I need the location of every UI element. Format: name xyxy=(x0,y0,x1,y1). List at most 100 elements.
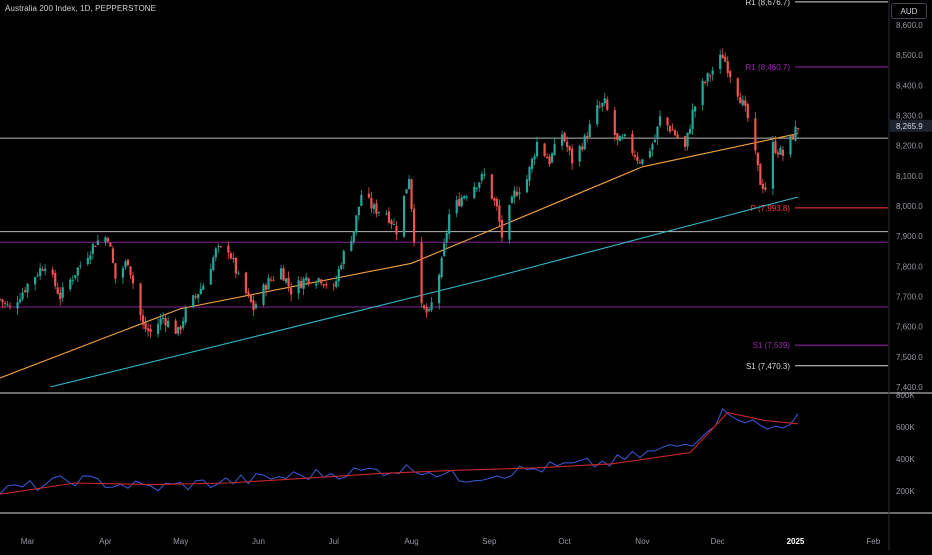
candle-body xyxy=(16,302,19,309)
candle-body xyxy=(651,144,654,150)
candle-body xyxy=(623,134,626,137)
candle-body xyxy=(513,190,516,198)
candle-body xyxy=(688,128,692,134)
candle-body xyxy=(458,198,461,207)
candle-body xyxy=(633,154,636,157)
candle-body xyxy=(267,278,270,290)
candle-body xyxy=(0,299,2,301)
candle-body xyxy=(395,226,398,235)
candle-body xyxy=(317,278,320,282)
currency-badge[interactable]: AUD xyxy=(891,3,927,19)
candle-body xyxy=(613,110,616,135)
pivot-level-label: R1 (8,676.7) xyxy=(746,0,791,7)
candle-body xyxy=(543,143,546,157)
candle-body xyxy=(618,135,621,142)
price-tick-label: 7,900.0 xyxy=(896,232,923,241)
candle-body xyxy=(237,272,240,274)
candle-body xyxy=(156,324,160,334)
time-axis-label: May xyxy=(173,537,188,546)
candle-body xyxy=(631,133,634,154)
candle-body xyxy=(320,279,323,284)
candle-body xyxy=(375,203,378,214)
candle-body xyxy=(402,195,406,237)
candle-body xyxy=(229,253,232,259)
candle-body xyxy=(184,307,187,323)
candle-body xyxy=(131,275,135,284)
candle-body xyxy=(199,288,202,295)
candle-body xyxy=(771,141,775,189)
candle-body xyxy=(264,285,268,290)
candle-body xyxy=(232,257,235,259)
candle-body xyxy=(701,80,704,106)
candle-body xyxy=(89,255,92,260)
candle-body xyxy=(596,105,599,125)
candle-body xyxy=(121,268,125,278)
candle-body xyxy=(300,281,303,289)
candle-body xyxy=(478,182,481,188)
candle-body xyxy=(445,233,448,243)
volume-tick-label: 200K xyxy=(896,487,915,496)
candle-body xyxy=(272,279,275,281)
candle-body xyxy=(252,300,255,311)
candle-body xyxy=(1,299,4,303)
candle-body xyxy=(269,279,273,281)
candle-body xyxy=(736,78,739,97)
candle-body xyxy=(561,134,564,146)
candle-body xyxy=(159,318,162,325)
candle-body xyxy=(668,126,672,132)
candle-body xyxy=(71,279,74,281)
pivot-level-label: S1 (7,470.3) xyxy=(746,362,790,371)
candle-body xyxy=(8,305,12,307)
candle-body xyxy=(535,141,539,157)
candle-body xyxy=(598,106,601,108)
candle-body xyxy=(59,292,62,300)
time-axis-label: Nov xyxy=(635,537,649,546)
candle-body xyxy=(370,197,373,209)
candle-body xyxy=(721,54,724,59)
candle-body xyxy=(658,116,662,126)
candle-body xyxy=(483,174,486,176)
moving-average-50 xyxy=(0,133,799,379)
price-tick-label: 7,400.0 xyxy=(896,383,923,392)
candle-body xyxy=(392,223,396,225)
candle-body xyxy=(39,268,42,276)
volume-tick-label: 800K xyxy=(896,391,915,400)
candle-body xyxy=(571,148,574,164)
candle-body xyxy=(774,140,777,153)
candle-body xyxy=(194,296,197,298)
candle-body xyxy=(407,179,411,189)
candle-body xyxy=(217,245,220,247)
candle-body xyxy=(656,126,659,140)
candle-body xyxy=(385,213,388,215)
candle-body xyxy=(202,285,205,291)
candle-body xyxy=(149,328,152,333)
candle-body xyxy=(249,295,253,303)
candle-body xyxy=(493,198,496,201)
volume-fast-line xyxy=(0,408,799,495)
candle-body xyxy=(739,97,742,104)
candle-body xyxy=(636,156,639,161)
candle-body xyxy=(480,173,483,181)
candle-body xyxy=(357,206,360,216)
candle-body xyxy=(744,100,747,106)
candle-body xyxy=(254,304,258,309)
candle-body xyxy=(741,99,744,106)
candle-body xyxy=(495,199,498,207)
candle-body xyxy=(530,158,534,170)
candle-body xyxy=(465,196,468,198)
candle-body xyxy=(653,139,657,143)
candle-body xyxy=(746,104,749,119)
price-tick-label: 8,100.0 xyxy=(896,172,923,181)
candle-body xyxy=(463,196,466,199)
candle-body xyxy=(616,133,619,140)
candle-body xyxy=(648,150,652,158)
candle-body xyxy=(219,246,222,248)
candle-body xyxy=(18,299,22,303)
candle-body xyxy=(460,197,463,207)
candle-body xyxy=(182,320,185,328)
candle-body xyxy=(719,54,722,69)
price-tick-label: 7,600.0 xyxy=(896,323,923,332)
candle-body xyxy=(76,267,79,276)
